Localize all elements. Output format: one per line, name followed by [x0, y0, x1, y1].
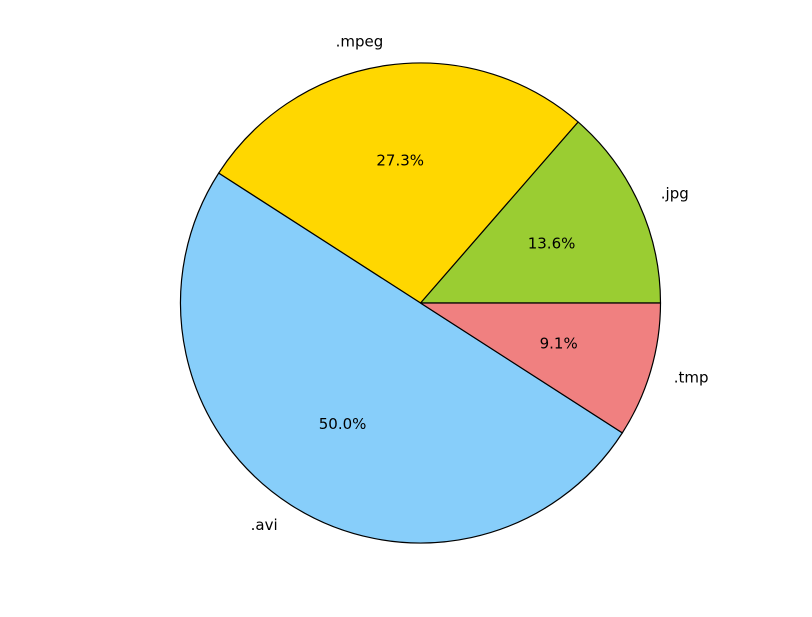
slice-label: .jpg	[661, 185, 689, 203]
slice-label: .tmp	[674, 368, 709, 386]
slice-label: .mpeg	[336, 33, 384, 51]
slice-percent-label: 13.6%	[528, 234, 576, 252]
slice-percent-label: 9.1%	[540, 335, 578, 353]
pie-slice-jpg	[419, 121, 662, 304]
slice-percent-label: 50.0%	[319, 415, 367, 433]
pie-slice-avi	[179, 172, 623, 544]
slice-percent-label: 27.3%	[376, 151, 424, 169]
pie-slice-tmp	[419, 302, 662, 434]
pie-slice-mpeg	[218, 62, 579, 304]
slice-label: .avi	[251, 516, 278, 534]
